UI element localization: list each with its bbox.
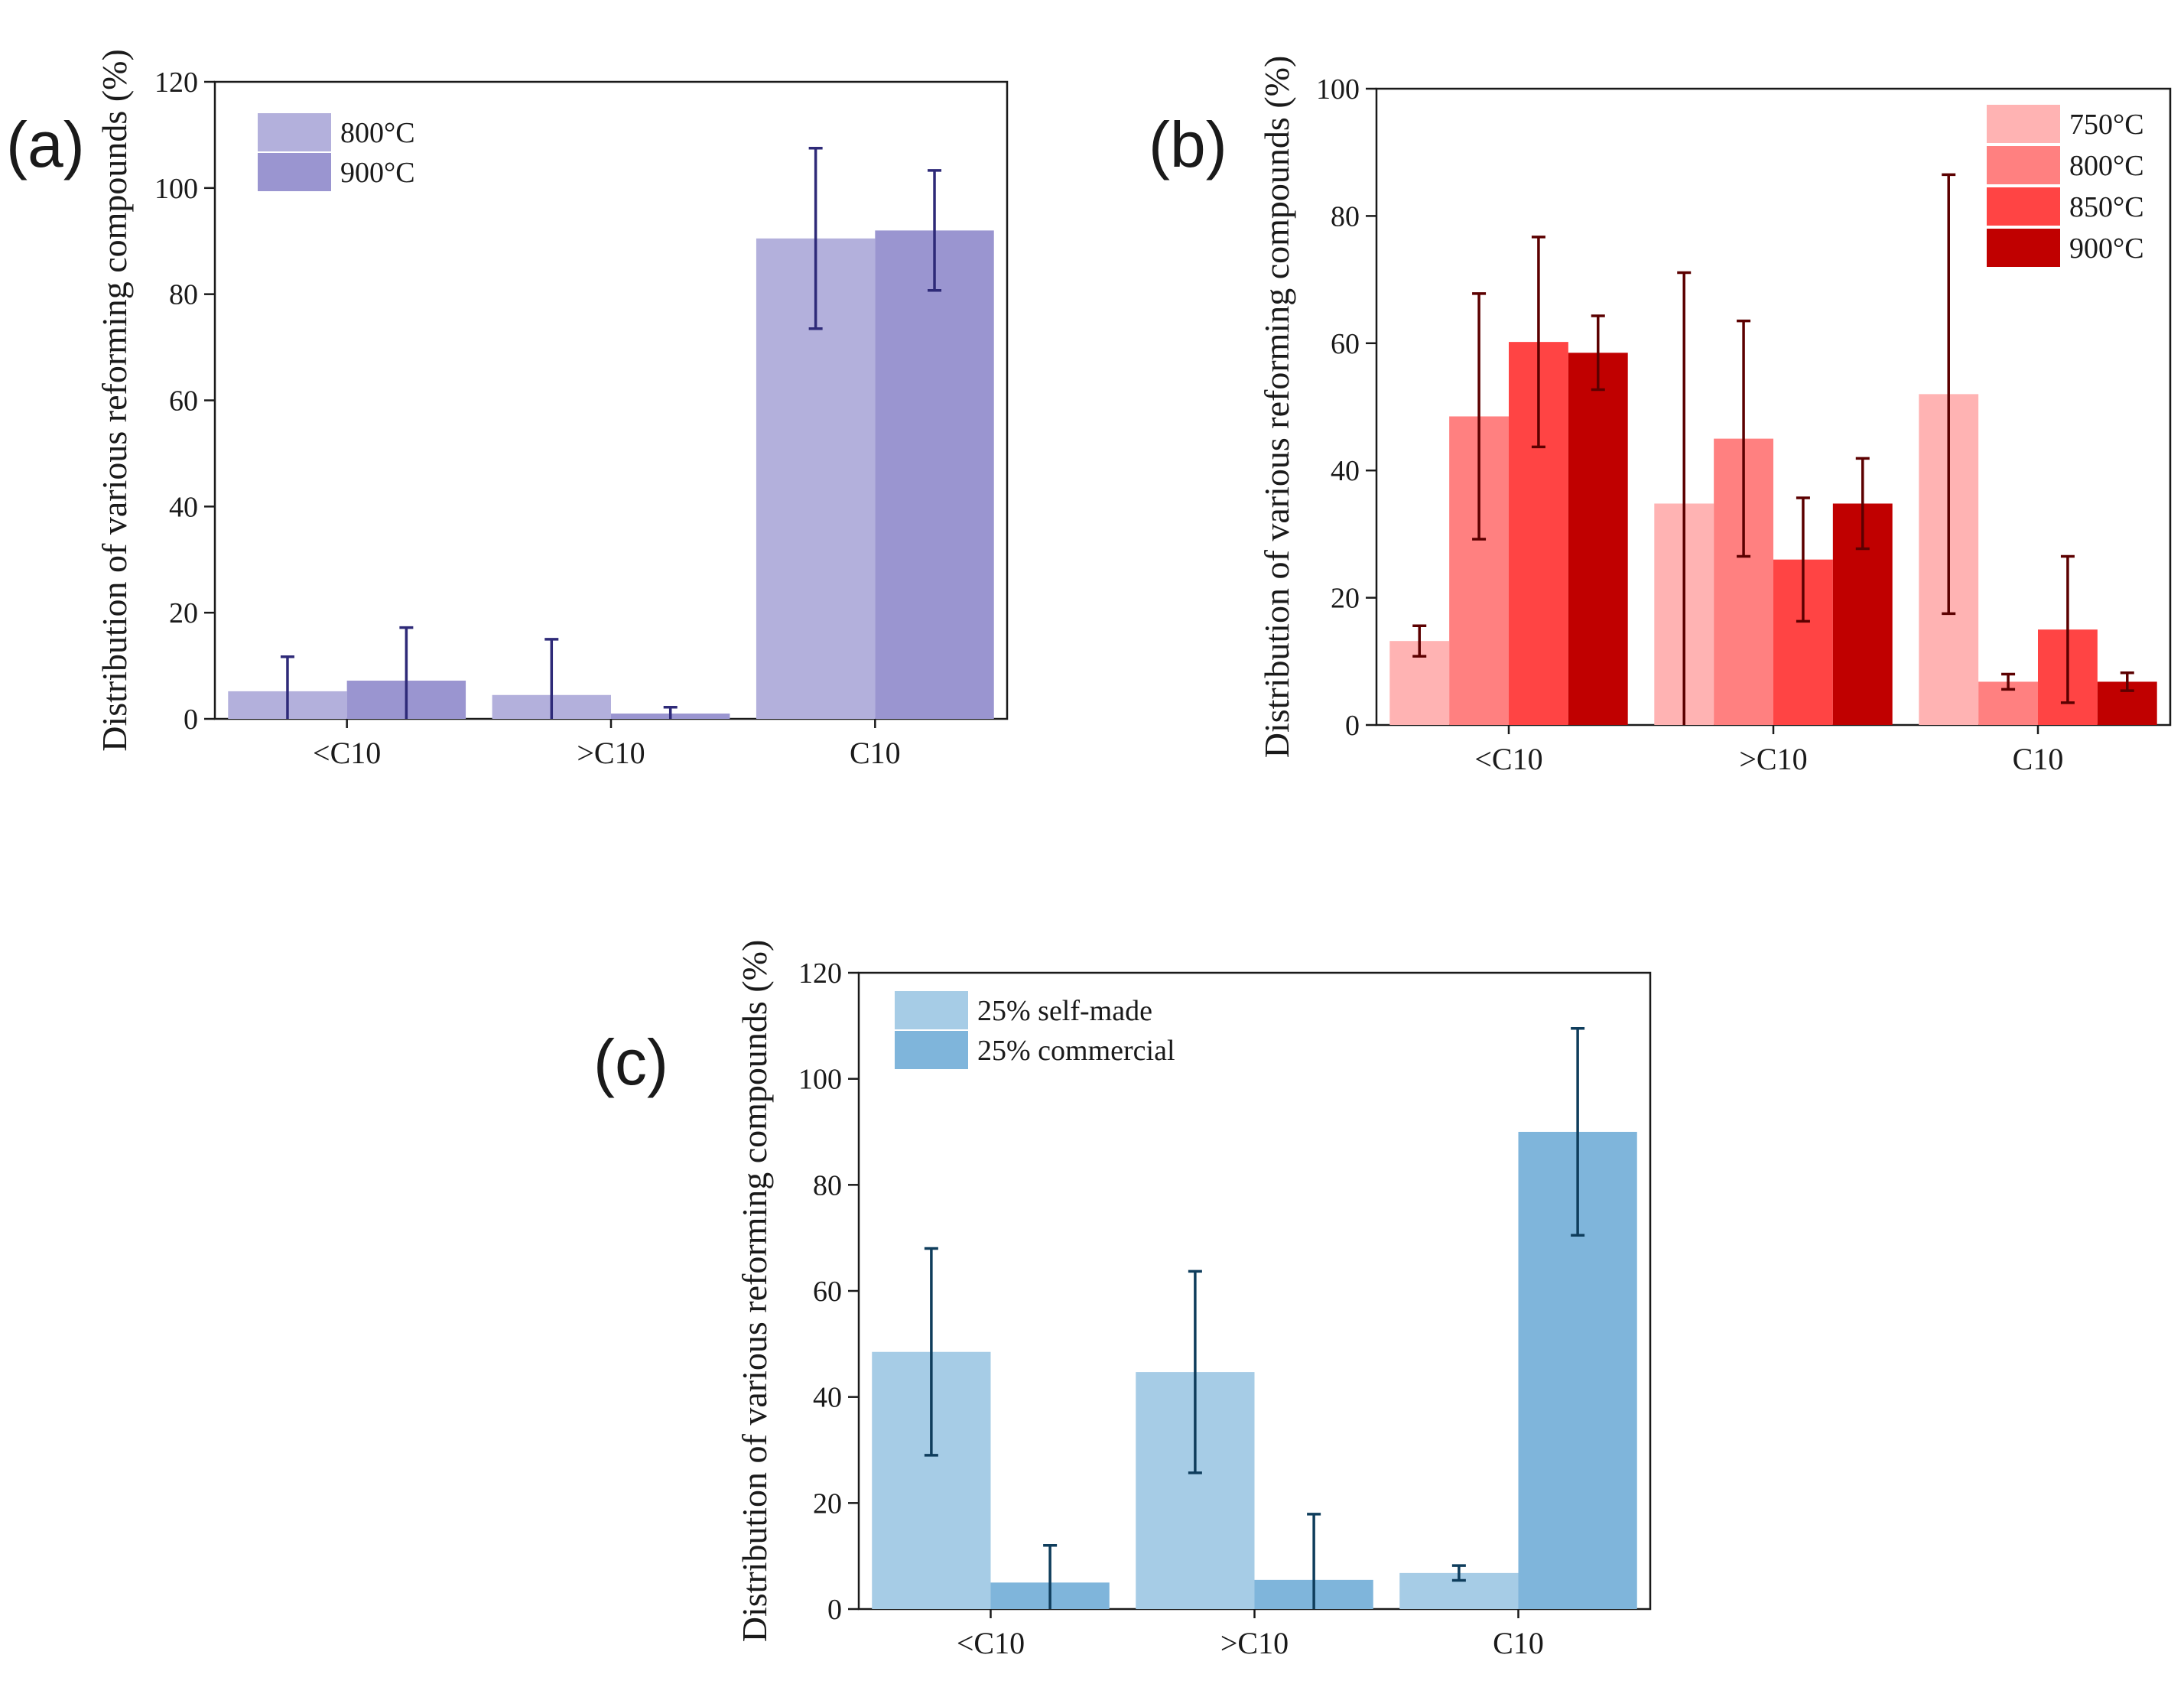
panel-label-c: (c) bbox=[593, 1026, 668, 1098]
x-category-label-c: <C10 bbox=[957, 1626, 1025, 1660]
legend-swatch-b bbox=[1987, 105, 2060, 143]
y-tick-label-c: 40 bbox=[813, 1382, 842, 1414]
x-category-label-b: <C10 bbox=[1474, 742, 1542, 776]
x-category-label-c: C10 bbox=[1493, 1626, 1544, 1660]
legend-swatch-a bbox=[258, 153, 331, 191]
y-tick-label-b: 0 bbox=[1345, 710, 1360, 742]
y-tick-label-b: 80 bbox=[1331, 200, 1360, 232]
legend-label-b: 900°C bbox=[2069, 232, 2144, 265]
x-category-label-a: >C10 bbox=[577, 736, 645, 770]
panel-label-b: (b) bbox=[1149, 109, 1227, 180]
legend-label-a: 900°C bbox=[340, 157, 415, 189]
chart-panel-b: (b) 0 20 40 60 80 100 Distribution of various … bbox=[1149, 56, 2172, 776]
legend-swatch-b bbox=[1987, 187, 2060, 226]
panel-label-a: (a) bbox=[6, 109, 85, 180]
x-category-label-b: >C10 bbox=[1739, 742, 1807, 776]
y-tick-label-c: 0 bbox=[827, 1594, 842, 1626]
chart-panel-c: (c) 0 20 40 60 80 100 120 Distribution of vario… bbox=[593, 940, 1652, 1660]
x-category-label-c: >C10 bbox=[1220, 1626, 1289, 1660]
bar-b bbox=[1568, 353, 1628, 725]
y-axis-label-c: Distribution of various reforming compou… bbox=[735, 940, 774, 1643]
y-tick-label-c: 60 bbox=[813, 1276, 842, 1308]
legend-swatch-a bbox=[258, 113, 331, 151]
x-category-label-a: C10 bbox=[850, 736, 901, 770]
y-tick-label-a: 40 bbox=[169, 491, 198, 523]
legend-swatch-b bbox=[1987, 229, 2060, 267]
y-tick-label-a: 60 bbox=[169, 385, 198, 418]
y-tick-label-b: 100 bbox=[1316, 73, 1360, 106]
legend-label-c: 25% commercial bbox=[977, 1035, 1175, 1067]
y-tick-label-a: 120 bbox=[154, 67, 198, 99]
legend-label-a: 800°C bbox=[340, 117, 415, 149]
y-tick-label-a: 20 bbox=[169, 597, 198, 629]
y-tick-label-a: 100 bbox=[154, 173, 198, 205]
y-tick-label-b: 60 bbox=[1331, 328, 1360, 360]
legend-swatch-c bbox=[895, 991, 968, 1029]
legend-label-b: 850°C bbox=[2069, 191, 2144, 223]
y-tick-label-c: 100 bbox=[798, 1064, 842, 1096]
legend-label-b: 750°C bbox=[2069, 109, 2144, 141]
y-tick-label-c: 120 bbox=[798, 957, 842, 990]
y-tick-label-b: 40 bbox=[1331, 455, 1360, 487]
y-tick-label-a: 0 bbox=[184, 704, 198, 736]
x-category-label-b: C10 bbox=[2013, 742, 2064, 776]
x-category-label-a: <C10 bbox=[313, 736, 381, 770]
legend-swatch-c bbox=[895, 1031, 968, 1069]
y-axis-label-b: Distribution of various reforming compou… bbox=[1257, 56, 1296, 759]
bar-a bbox=[875, 230, 994, 719]
y-tick-label-a: 80 bbox=[169, 279, 198, 311]
legend-label-b: 800°C bbox=[2069, 150, 2144, 182]
chart-panel-a: (a) 0 20 40 60 80 100 120 Distribution of vario… bbox=[6, 49, 1009, 770]
legend-swatch-b bbox=[1987, 146, 2060, 184]
y-axis-label-a: Distribution of various reforming compou… bbox=[95, 49, 134, 752]
legend-label-c: 25% self-made bbox=[977, 995, 1152, 1027]
y-tick-label-c: 80 bbox=[813, 1169, 842, 1201]
y-tick-label-b: 20 bbox=[1331, 583, 1360, 615]
y-tick-label-c: 20 bbox=[813, 1487, 842, 1520]
